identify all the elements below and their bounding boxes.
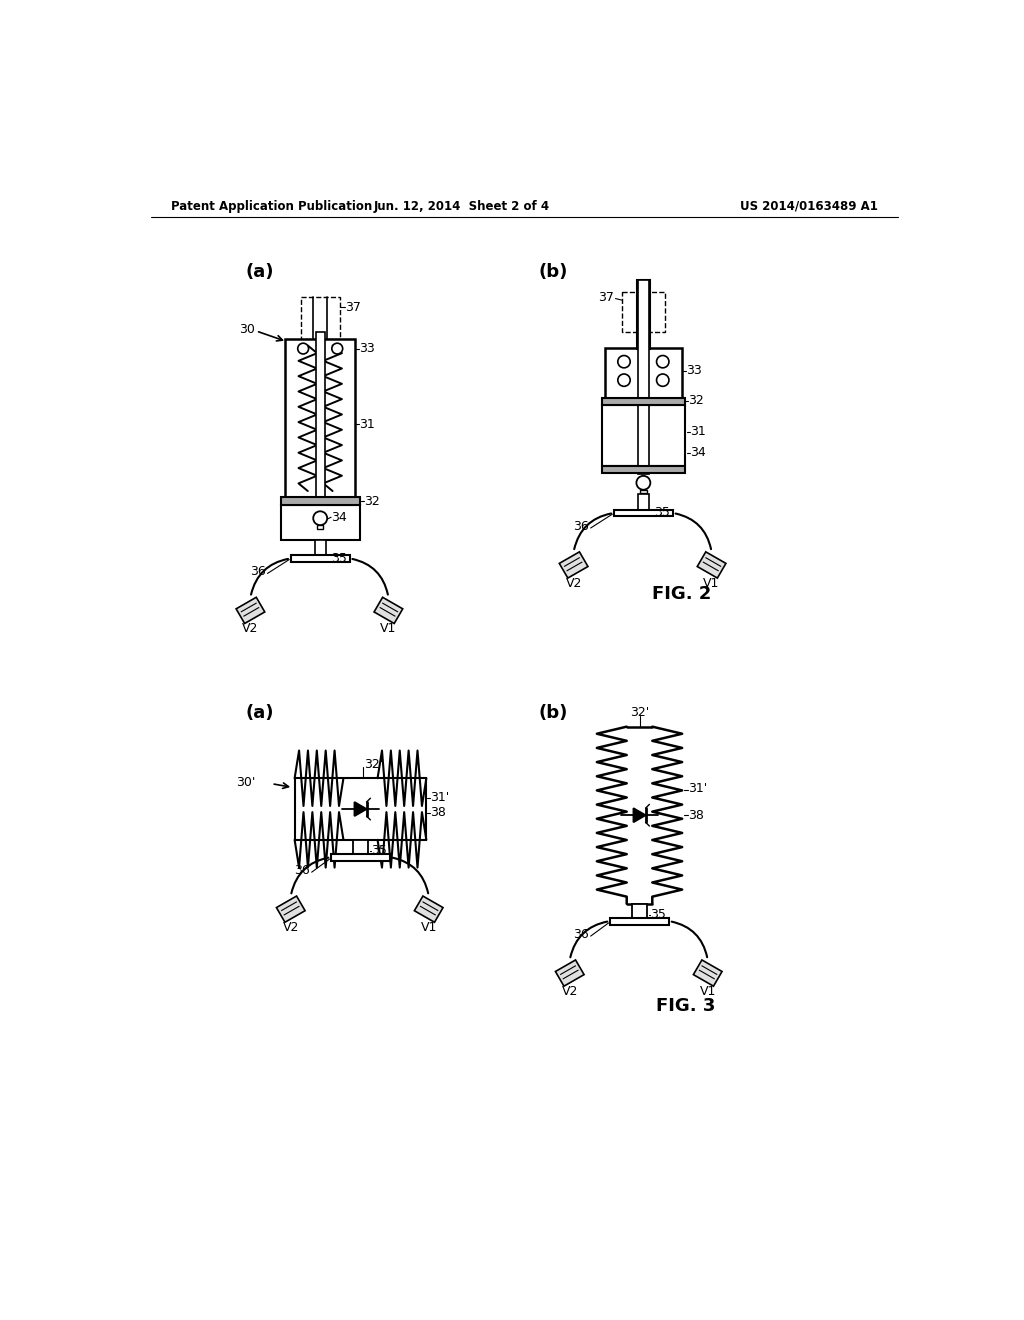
- Bar: [601, 466, 685, 474]
- Text: 30: 30: [239, 323, 255, 335]
- Text: 38: 38: [430, 807, 446, 820]
- Circle shape: [636, 477, 650, 490]
- Text: 37: 37: [598, 290, 614, 304]
- Text: 35: 35: [372, 843, 387, 857]
- Text: 32': 32': [630, 706, 649, 719]
- Text: 30': 30': [237, 776, 256, 788]
- Circle shape: [332, 343, 343, 354]
- Polygon shape: [634, 808, 645, 822]
- Text: 31': 31': [688, 781, 708, 795]
- Bar: [301, 297, 340, 339]
- Circle shape: [656, 374, 669, 387]
- Text: 34: 34: [331, 511, 347, 524]
- Circle shape: [617, 374, 630, 387]
- Bar: [638, 405, 649, 474]
- Polygon shape: [237, 597, 265, 623]
- Bar: [291, 554, 349, 562]
- Text: V1: V1: [699, 985, 716, 998]
- Circle shape: [656, 355, 669, 368]
- Text: 31': 31': [430, 791, 450, 804]
- Text: 36: 36: [573, 928, 589, 941]
- Bar: [637, 280, 649, 350]
- Bar: [601, 405, 685, 466]
- Text: FIG. 3: FIG. 3: [656, 997, 716, 1015]
- Bar: [601, 397, 685, 405]
- Text: 35: 35: [654, 506, 670, 519]
- Bar: [622, 292, 665, 331]
- Text: V2: V2: [243, 622, 259, 635]
- Polygon shape: [415, 896, 443, 923]
- Text: FIG. 2: FIG. 2: [652, 585, 712, 603]
- Text: 36: 36: [294, 865, 310, 878]
- Text: (a): (a): [246, 704, 274, 722]
- Text: 35: 35: [650, 908, 667, 921]
- Bar: [352, 840, 369, 854]
- Text: 32: 32: [365, 495, 380, 508]
- Text: 33: 33: [686, 364, 701, 378]
- Bar: [632, 904, 647, 917]
- Text: 36: 36: [573, 520, 589, 533]
- Text: V2: V2: [565, 577, 582, 590]
- Text: 33: 33: [359, 342, 375, 355]
- Text: V2: V2: [283, 921, 299, 935]
- Bar: [604, 348, 682, 397]
- Bar: [315, 331, 325, 498]
- Text: 38: 38: [688, 809, 705, 822]
- Bar: [640, 490, 646, 494]
- Bar: [314, 540, 326, 554]
- Text: US 2014/0163489 A1: US 2014/0163489 A1: [740, 199, 879, 213]
- Text: Jun. 12, 2014  Sheet 2 of 4: Jun. 12, 2014 Sheet 2 of 4: [373, 199, 549, 213]
- Polygon shape: [276, 896, 305, 923]
- Bar: [281, 506, 359, 540]
- Circle shape: [298, 343, 308, 354]
- Text: 32: 32: [688, 395, 705, 408]
- Text: 32': 32': [365, 758, 384, 771]
- Text: 36: 36: [250, 565, 266, 578]
- Polygon shape: [559, 552, 588, 578]
- Text: (b): (b): [539, 704, 568, 722]
- Bar: [281, 498, 359, 506]
- Text: 31: 31: [359, 417, 375, 430]
- Text: V1: V1: [421, 921, 437, 935]
- Polygon shape: [354, 803, 367, 816]
- Polygon shape: [697, 552, 726, 578]
- Text: V1: V1: [703, 577, 720, 590]
- Text: 37: 37: [345, 301, 360, 314]
- Text: 35: 35: [331, 552, 347, 565]
- Bar: [638, 494, 649, 510]
- Circle shape: [617, 355, 630, 368]
- Bar: [317, 525, 324, 528]
- Polygon shape: [374, 597, 402, 623]
- Text: V1: V1: [380, 622, 396, 635]
- Text: 34: 34: [690, 446, 706, 459]
- Bar: [638, 280, 649, 405]
- Text: (a): (a): [246, 264, 274, 281]
- Bar: [286, 339, 355, 498]
- Bar: [614, 510, 673, 516]
- Polygon shape: [555, 960, 584, 986]
- Text: (b): (b): [539, 264, 568, 281]
- Circle shape: [313, 511, 328, 525]
- Bar: [610, 917, 669, 924]
- Polygon shape: [693, 960, 722, 986]
- Text: 31: 31: [690, 425, 706, 438]
- Bar: [331, 854, 390, 861]
- Text: Patent Application Publication: Patent Application Publication: [171, 199, 372, 213]
- Text: V2: V2: [561, 985, 578, 998]
